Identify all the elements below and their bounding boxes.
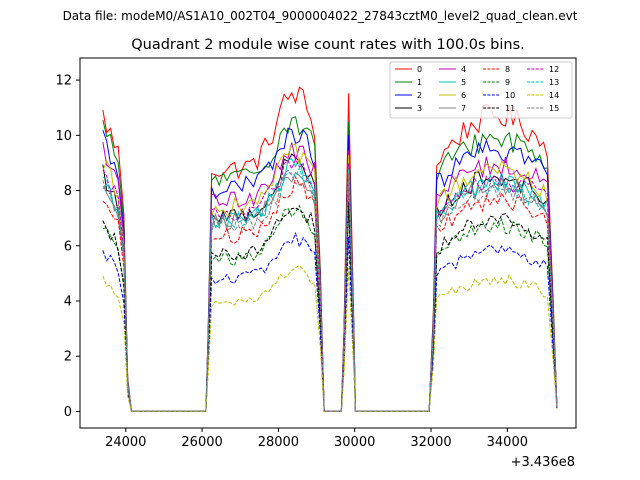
x-tick-label: 24000	[105, 435, 146, 450]
figure-suptitle: Data file: modeM0/AS1A10_002T04_90000040…	[63, 9, 578, 23]
legend-label: 0	[417, 65, 422, 74]
y-tick-label: 4	[64, 294, 72, 309]
legend-label: 15	[549, 104, 559, 113]
legend-label: 6	[461, 91, 466, 100]
y-tick-label: 10	[55, 129, 72, 144]
plot-frame	[79, 57, 577, 429]
y-tick-label: 2	[64, 350, 72, 365]
series-line-15	[102, 169, 558, 412]
legend-label: 4	[461, 65, 466, 74]
legend-box	[389, 61, 573, 119]
y-tick-label: 0	[64, 405, 72, 420]
x-tick-label: 32000	[410, 435, 451, 450]
legend-label: 14	[549, 91, 559, 100]
legend-label: 8	[505, 65, 510, 74]
y-tick-label: 12	[55, 74, 72, 89]
legend-label: 1	[417, 78, 422, 87]
legend-label: 11	[505, 104, 515, 113]
x-axis-offset-label: +3.436e8	[511, 455, 575, 470]
x-tick-label: 28000	[258, 435, 299, 450]
series-layer	[102, 86, 558, 412]
legend-label: 12	[549, 65, 559, 74]
y-tick-label: 6	[64, 239, 72, 254]
legend-label: 3	[417, 104, 422, 113]
legend-label: 10	[505, 91, 515, 100]
chart-title: Quadrant 2 module wise count rates with …	[131, 37, 525, 53]
legend-label: 7	[461, 104, 466, 113]
x-tick-label: 34000	[487, 435, 528, 450]
series-line-13	[102, 166, 558, 412]
legend-label: 13	[549, 78, 559, 87]
legend-label: 9	[505, 78, 510, 87]
x-tick-label: 26000	[181, 435, 222, 450]
series-line-14	[102, 265, 558, 412]
legend-label: 5	[461, 78, 466, 87]
y-tick-label: 8	[64, 184, 72, 199]
x-tick-label: 30000	[334, 435, 375, 450]
legend-label: 2	[417, 91, 422, 100]
